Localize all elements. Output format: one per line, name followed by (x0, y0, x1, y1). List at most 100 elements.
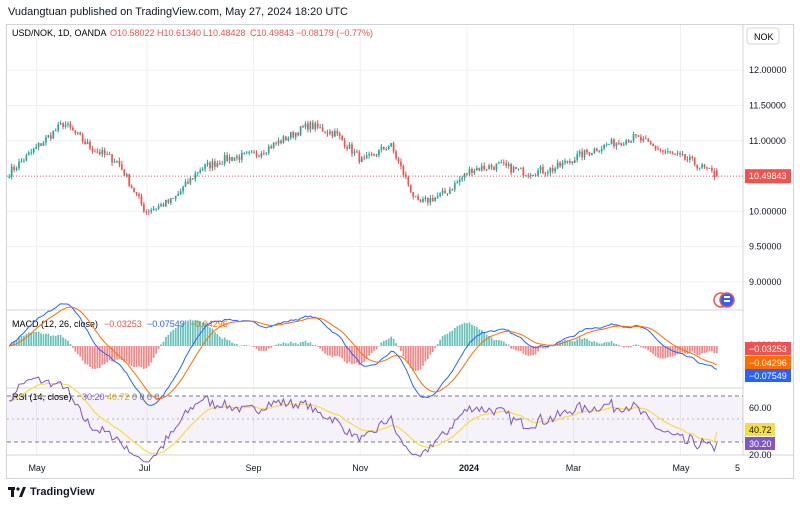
macd-histogram-bar (15, 340, 18, 346)
macd-histogram-bar (101, 346, 104, 365)
candle-body (586, 149, 588, 153)
candle (495, 163, 498, 172)
candle-body (400, 161, 402, 166)
candle-body (412, 192, 415, 197)
macd-histogram-bar (258, 346, 260, 351)
macd-histogram-bar (456, 326, 459, 346)
candle (498, 161, 500, 164)
macd-histogram-bar (657, 346, 659, 358)
candle-body (493, 167, 495, 170)
macd-histogram-bar (160, 344, 162, 346)
candle (434, 196, 437, 202)
candle (409, 184, 412, 194)
candle (270, 144, 273, 149)
candle (382, 146, 385, 151)
macd-histogram-bar (630, 346, 632, 348)
macd-histogram-bar (569, 340, 571, 346)
candle-body (160, 204, 162, 206)
candle-body (211, 161, 214, 169)
candle-body (37, 143, 40, 147)
macd-histogram-bar (635, 344, 637, 346)
candle-body (326, 132, 329, 134)
candle (647, 137, 650, 143)
candle-body (404, 174, 407, 177)
candle (299, 125, 302, 137)
macd-histogram-bar (216, 334, 219, 346)
macd-histogram-bar (444, 334, 446, 346)
macd-histogram-bar (578, 337, 581, 346)
macd-histogram-bar (81, 346, 84, 361)
macd-histogram-bar (647, 346, 650, 351)
candle (649, 140, 652, 146)
candle-body (262, 153, 265, 155)
macd-histogram-bar (253, 346, 255, 348)
currency-button[interactable] (746, 27, 780, 45)
candle (174, 195, 177, 202)
candle-body (196, 172, 199, 174)
candle-body (103, 150, 106, 155)
macd-histogram-bar (517, 346, 520, 351)
macd-histogram-bar (214, 332, 216, 346)
candle (630, 140, 632, 144)
candle-body (622, 144, 625, 146)
candle-body (260, 153, 263, 157)
candle (25, 153, 28, 162)
candle (45, 134, 47, 146)
candle-body (130, 185, 133, 188)
tradingview-logo-icon (8, 487, 26, 497)
candle (54, 128, 57, 132)
candle-body (554, 168, 557, 172)
candle-body (338, 133, 341, 137)
candle-body (627, 140, 630, 143)
candle-body (280, 140, 282, 144)
flag-icon[interactable] (713, 292, 735, 308)
macd-histogram-bar (600, 343, 603, 346)
candle (686, 156, 689, 163)
macd-histogram-bar (382, 340, 385, 346)
candle-body (715, 170, 718, 177)
candle-body (564, 160, 566, 163)
candle-body (282, 136, 285, 144)
macd-histogram-bar (397, 346, 400, 348)
footer-brand[interactable]: TradingView (8, 486, 95, 498)
candle (453, 180, 456, 192)
candle-body (520, 167, 522, 169)
candle-body (488, 165, 490, 170)
candle-body (236, 156, 238, 158)
footer-brand-label: TradingView (30, 486, 95, 498)
candle-body (368, 154, 370, 156)
macd-histogram-bar (343, 346, 346, 362)
macd-histogram-bar (419, 346, 422, 370)
candle (201, 167, 204, 172)
candle-body (42, 142, 45, 146)
candle (191, 177, 194, 180)
candle-body (402, 165, 405, 175)
candle (451, 188, 454, 191)
candle-body (451, 189, 454, 191)
candle-body (382, 146, 385, 150)
candle-body (321, 127, 324, 132)
candle-body (69, 123, 72, 128)
candle-body (179, 191, 182, 195)
macd-histogram-bar (566, 340, 569, 346)
macd-histogram-bar (483, 332, 486, 346)
candle (147, 209, 150, 216)
macd-histogram-bar (583, 337, 586, 346)
macd-histogram-bar (177, 326, 180, 346)
candle (537, 168, 539, 177)
candle-body (630, 140, 632, 143)
macd-histogram-bar (108, 346, 111, 361)
candle (204, 163, 206, 172)
candle (116, 160, 118, 163)
candle-body (674, 153, 677, 155)
candle-body (713, 170, 716, 178)
candle-body (434, 197, 437, 202)
candle (662, 149, 664, 155)
macd-histogram-bar (57, 334, 60, 346)
candle (275, 141, 277, 146)
macd-histogram-bar (236, 344, 238, 346)
candle-body (147, 211, 150, 213)
candle-body (576, 154, 579, 161)
candle (351, 141, 353, 158)
